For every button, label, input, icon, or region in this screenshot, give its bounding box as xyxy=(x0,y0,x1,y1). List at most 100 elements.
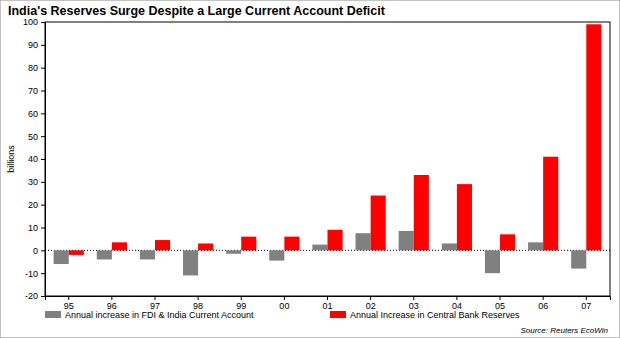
title: India's Reserves Surge Despite a Large C… xyxy=(8,4,386,18)
y-tick: 40 xyxy=(28,154,45,164)
y-tick: 90 xyxy=(28,40,45,50)
x-tick: 00 xyxy=(279,296,289,311)
y-tick-mark xyxy=(41,205,45,206)
y-tick: 50 xyxy=(28,132,45,142)
y-tick-label: 90 xyxy=(28,40,38,50)
bar xyxy=(399,231,414,250)
bar xyxy=(284,237,299,251)
y-tick-mark xyxy=(41,68,45,69)
y-tick-label: 70 xyxy=(28,86,38,96)
y-tick: 10 xyxy=(28,223,45,233)
bar xyxy=(269,250,284,260)
bars xyxy=(54,24,602,275)
bar xyxy=(198,243,213,250)
bar xyxy=(528,242,543,250)
x-tick: 06 xyxy=(538,296,548,311)
bar xyxy=(97,250,112,259)
x-tick-mark xyxy=(241,296,242,300)
bar xyxy=(155,240,170,250)
x-tick-label: 01 xyxy=(322,301,332,311)
y-tick: 20 xyxy=(28,200,45,210)
y-axis-line xyxy=(41,23,46,297)
chart: India's Reserves Surge Despite a Large C… xyxy=(0,0,620,338)
bar xyxy=(442,243,457,250)
y-tick-label: 0 xyxy=(33,246,38,256)
x-axis-line xyxy=(46,297,611,301)
y-tick-mark xyxy=(41,91,45,92)
legend-swatch xyxy=(330,311,346,318)
bar xyxy=(371,196,386,251)
bar xyxy=(414,175,429,250)
y-tick-mark xyxy=(41,45,45,46)
x-tick-mark xyxy=(586,296,587,300)
x-tick-mark xyxy=(198,296,199,300)
x-tick-label: 06 xyxy=(538,301,548,311)
y-tick-label: 30 xyxy=(28,177,38,187)
x-tick-mark xyxy=(413,296,414,300)
y-tick-label: 40 xyxy=(28,154,38,164)
y-tick-mark xyxy=(41,22,45,23)
y-tick: 70 xyxy=(28,86,45,96)
y-tick-mark xyxy=(41,182,45,183)
legend-swatch xyxy=(45,311,61,318)
y-tick: -10 xyxy=(25,269,45,279)
bar xyxy=(485,250,500,273)
bar xyxy=(226,250,241,253)
y-tick-mark xyxy=(41,273,45,274)
x-tick-mark xyxy=(500,296,501,300)
y-tick-mark xyxy=(41,228,45,229)
y-tick-mark xyxy=(41,113,45,114)
y-axis-title: billions xyxy=(6,145,16,173)
legend-label: Annual increase in FDI & India Current A… xyxy=(65,310,254,320)
bar xyxy=(241,237,256,251)
y-axis: -20 -10 0 10 20 30 40 50 60 70 80 90 100 xyxy=(23,17,46,301)
y-tick-mark xyxy=(41,159,45,160)
y-tick: 80 xyxy=(28,63,45,73)
bar xyxy=(183,250,198,275)
y-tick-label: 10 xyxy=(28,223,38,233)
y-tick-label: 60 xyxy=(28,109,38,119)
source: Source: Reuters EcoWin xyxy=(520,326,608,335)
x-tick-mark xyxy=(154,296,155,300)
x-tick-mark xyxy=(111,296,112,300)
legend-item: Annual Increase in Central Bank Reserves xyxy=(330,310,520,320)
plot: -20-100102030405060708090100959697989900… xyxy=(23,17,611,311)
bar xyxy=(356,233,371,250)
x-tick-mark xyxy=(68,296,69,300)
y-tick-label: 80 xyxy=(28,63,38,73)
bar xyxy=(328,230,343,251)
y-tick-label: -20 xyxy=(25,291,38,301)
x-tick-mark xyxy=(543,296,544,300)
bar xyxy=(543,157,558,251)
bar xyxy=(54,250,69,264)
bar xyxy=(69,250,84,255)
y-tick-mark xyxy=(41,250,45,251)
bar xyxy=(312,245,327,251)
background xyxy=(0,0,620,338)
y-tick: -20 xyxy=(25,291,45,301)
legend-label: Annual Increase in Central Bank Reserves xyxy=(350,310,520,320)
bar xyxy=(457,184,472,250)
x-tick-label: 00 xyxy=(279,301,289,311)
y-tick-label: 50 xyxy=(28,132,38,142)
y-tick-mark xyxy=(41,296,45,297)
y-tick-label: 100 xyxy=(23,17,38,27)
y-tick-label: -10 xyxy=(25,269,38,279)
x-tick: 07 xyxy=(581,296,591,311)
y-tick-label: 20 xyxy=(28,200,38,210)
bar xyxy=(140,250,155,259)
bar xyxy=(112,242,127,250)
y-tick: 0 xyxy=(33,246,45,256)
bar xyxy=(586,24,601,250)
legend-item: Annual increase in FDI & India Current A… xyxy=(45,310,254,320)
x-tick-mark xyxy=(327,296,328,300)
bar xyxy=(571,250,586,268)
bar xyxy=(500,234,515,250)
y-tick-mark xyxy=(41,136,45,137)
plot-frame xyxy=(45,22,610,296)
x-tick-label: 07 xyxy=(581,301,591,311)
x-tick-mark xyxy=(370,296,371,300)
x-tick-mark xyxy=(456,296,457,300)
y-tick: 100 xyxy=(23,17,45,27)
y-tick: 30 xyxy=(28,177,45,187)
